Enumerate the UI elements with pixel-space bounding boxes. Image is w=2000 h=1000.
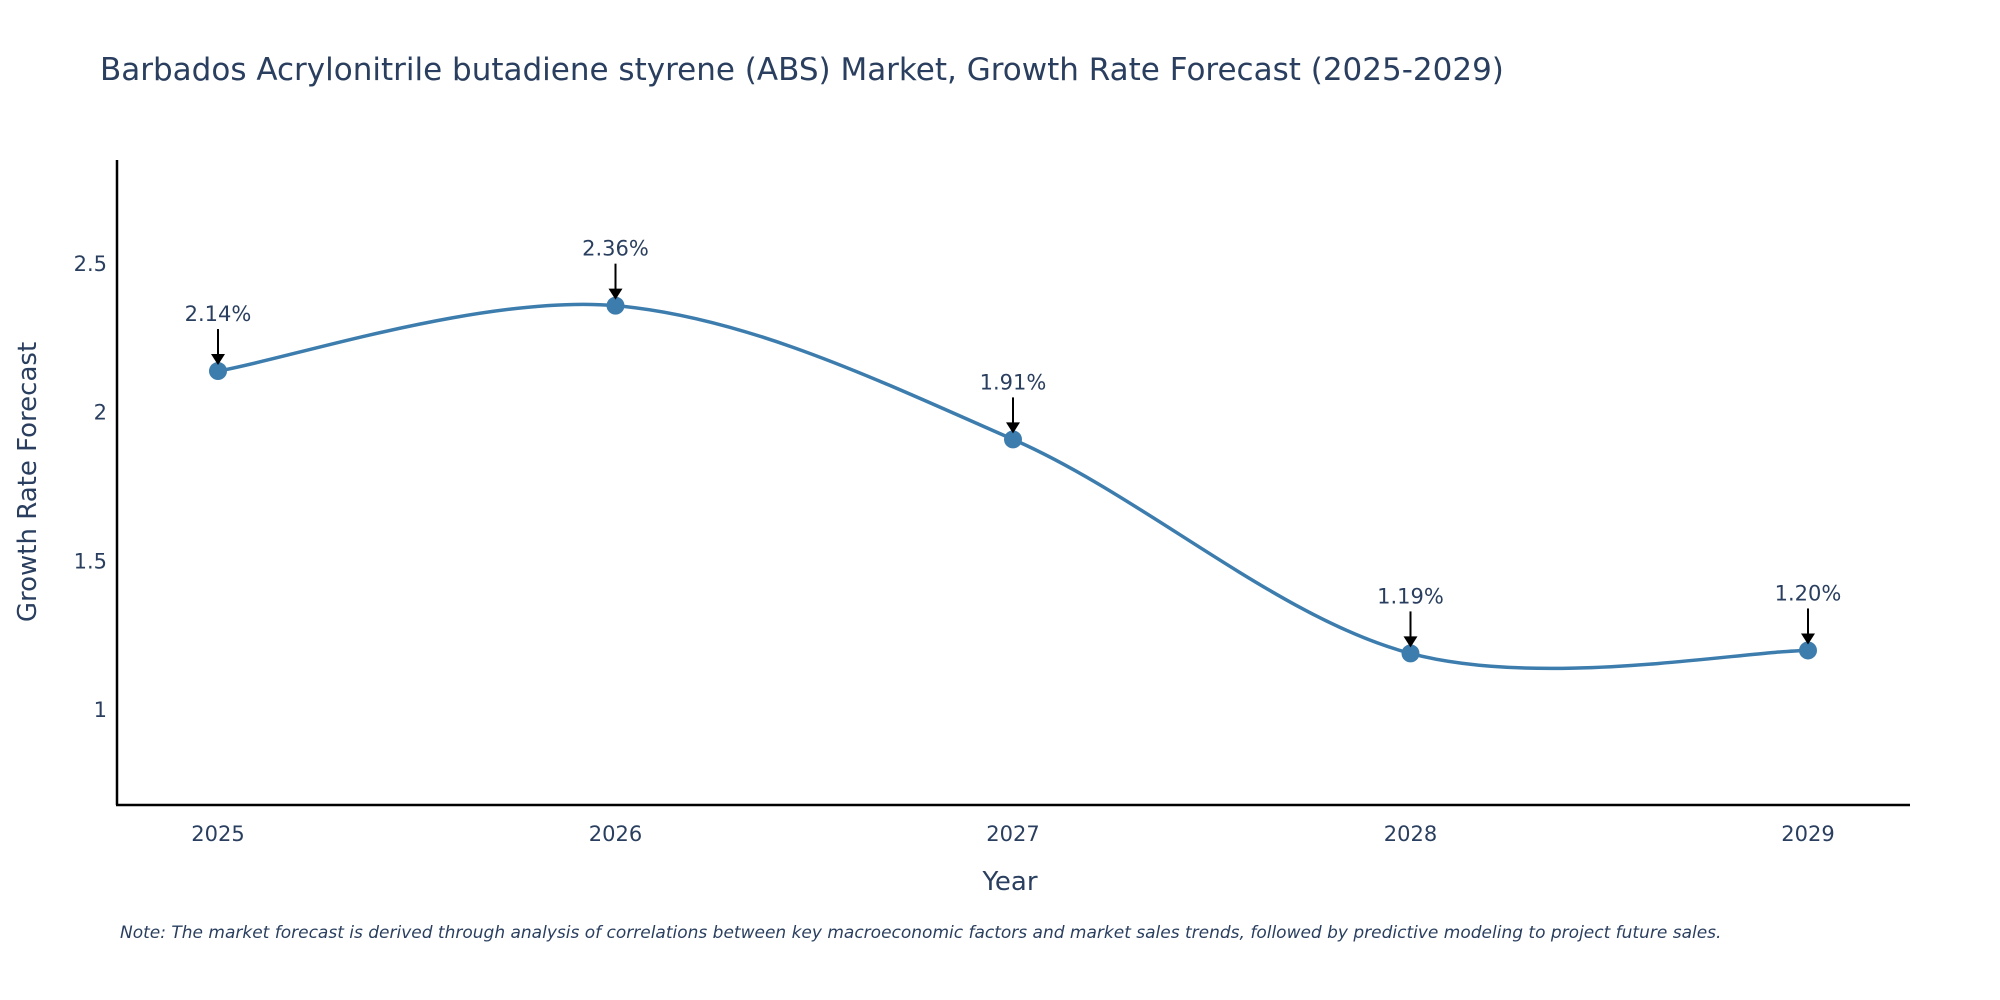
x-tick-label: 2029 — [1781, 822, 1834, 846]
data-label: 2.14% — [185, 302, 252, 326]
data-point-marker — [606, 296, 625, 315]
data-point-marker — [1799, 641, 1817, 660]
y-tick-label: 2.5 — [74, 252, 107, 276]
data-labels-layer: 2.14% 2.36% 1.91% 1.19% 1.20% — [185, 237, 1842, 648]
data-label: 1.91% — [980, 370, 1047, 394]
chart-title: Barbados Acrylonitrile butadiene styrene… — [100, 52, 1504, 88]
data-point-marker — [209, 362, 227, 381]
footnote: Note: The market forecast is derived thr… — [120, 923, 1721, 943]
y-axis-title: Growth Rate Forecast — [13, 342, 43, 622]
y-tick-label: 2 — [94, 401, 107, 425]
annotation-arrowhead — [1006, 422, 1020, 434]
x-tick-label: 2027 — [986, 822, 1039, 846]
data-point-marker — [1004, 430, 1022, 449]
series-line — [217, 302, 1809, 671]
data-label: 1.20% — [1775, 581, 1842, 605]
annotation-arrowhead — [1801, 633, 1815, 645]
data-label: 2.36% — [582, 237, 649, 261]
annotation-arrowhead — [608, 288, 623, 300]
x-axis-title: Year — [981, 867, 1037, 897]
series-layer — [209, 296, 1817, 671]
data-label: 1.19% — [1377, 584, 1444, 608]
annotation-arrowhead — [211, 354, 225, 366]
annotation-arrowhead — [1403, 636, 1418, 648]
y-tick-label: 1.5 — [74, 549, 107, 573]
x-tick-label: 2028 — [1384, 822, 1437, 846]
x-tick-label: 2026 — [589, 822, 642, 846]
data-point-marker — [1401, 644, 1420, 663]
x-tick-label: 2025 — [191, 822, 244, 846]
axes: 1 1.5 2 2.5 2025 2026 2027 2028 2029 — [74, 160, 1910, 846]
y-tick-label: 1 — [94, 698, 107, 722]
